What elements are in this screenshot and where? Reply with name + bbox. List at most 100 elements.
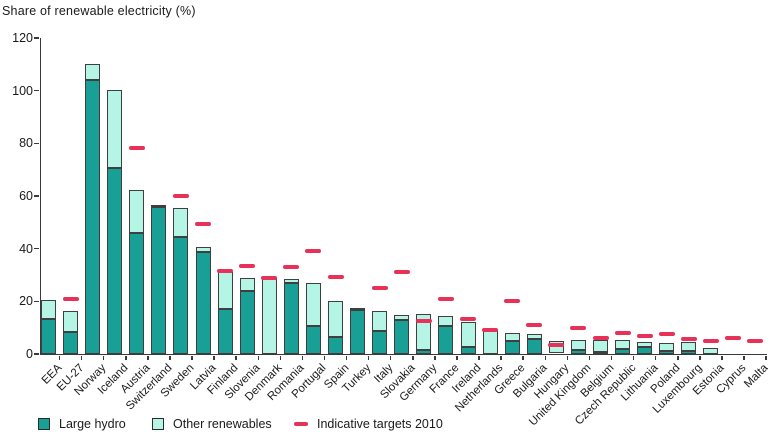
bar-large-hydro-austria bbox=[129, 232, 145, 354]
y-tick-0 bbox=[34, 353, 39, 355]
x-tick-17 bbox=[412, 355, 414, 360]
x-tick-25 bbox=[588, 355, 591, 360]
x-tick-23 bbox=[544, 355, 547, 360]
target-2010-slovakia bbox=[393, 270, 410, 275]
bar-large-hydro-italy bbox=[372, 330, 388, 354]
bar-large-hydro-ireland bbox=[460, 347, 476, 354]
bar-other-renewables-portugal bbox=[305, 283, 321, 326]
x-tick-9 bbox=[235, 355, 237, 360]
bar-large-hydro-switzerland bbox=[151, 206, 167, 354]
y-tick-label-100: 100 bbox=[12, 83, 33, 98]
y-tick-80 bbox=[34, 142, 39, 145]
bar-other-renewables-switzerland bbox=[151, 204, 167, 207]
x-tick-11 bbox=[279, 355, 282, 360]
y-tick-label-80: 80 bbox=[19, 136, 33, 151]
y-tick-20 bbox=[34, 300, 39, 303]
bar-large-hydro-czech-republic bbox=[615, 349, 631, 354]
x-tick-27 bbox=[632, 355, 635, 360]
bar-large-hydro-luxembourg bbox=[681, 351, 697, 354]
bar-large-hydro-united-kingdom bbox=[570, 350, 586, 354]
bar-other-renewables-greece bbox=[504, 333, 520, 342]
bar-other-renewables-spain bbox=[328, 300, 344, 338]
x-label-malta: Malta bbox=[742, 362, 768, 391]
bar-other-renewables-united-kingdom bbox=[570, 340, 586, 351]
y-tick-60 bbox=[34, 195, 39, 197]
bar-other-renewables-france bbox=[438, 315, 454, 326]
target-2010-germany bbox=[415, 319, 432, 324]
x-tick-16 bbox=[389, 355, 392, 360]
bar-large-hydro-norway bbox=[85, 80, 101, 354]
target-2010-spain bbox=[327, 274, 344, 279]
y-tick-label-40: 40 bbox=[19, 241, 33, 256]
target-2010-latvia bbox=[195, 222, 212, 227]
x-tick-32 bbox=[743, 355, 745, 360]
x-tick-1 bbox=[58, 355, 61, 360]
x-tick-12 bbox=[301, 355, 304, 360]
bar-other-renewables-netherlands bbox=[482, 329, 498, 354]
x-tick-24 bbox=[566, 355, 569, 360]
bar-large-hydro-eu-27 bbox=[63, 332, 79, 354]
bar-other-renewables-slovakia bbox=[394, 314, 410, 320]
target-2010-austria bbox=[128, 146, 145, 151]
target-2010-poland bbox=[658, 332, 675, 337]
x-tick-18 bbox=[434, 355, 436, 360]
bar-other-renewables-latvia bbox=[195, 247, 211, 253]
target-2010-denmark bbox=[261, 275, 278, 280]
legend-item-targets: Indicative targets 2010 bbox=[294, 417, 443, 431]
target-2010-estonia bbox=[702, 338, 719, 343]
target-2010-lithuania bbox=[636, 333, 653, 338]
y-tick-label-60: 60 bbox=[19, 189, 33, 203]
x-tick-3 bbox=[102, 355, 105, 360]
bar-large-hydro-finland bbox=[217, 308, 233, 354]
plot-area: 0 20 40 60 80 100 120 EEA EU-27 Norway Iceland Aust… bbox=[12, 31, 768, 428]
x-tick-13 bbox=[323, 355, 326, 360]
bar-other-renewables-sweden bbox=[173, 208, 189, 238]
legend-item-other-renewables: Other renewables bbox=[152, 417, 272, 431]
target-2010-eu-27 bbox=[62, 296, 79, 301]
bar-large-hydro-slovenia bbox=[239, 290, 255, 354]
bar-other-renewables-italy bbox=[372, 311, 388, 331]
bar-other-renewables-estonia bbox=[703, 348, 719, 354]
target-2010-france bbox=[437, 296, 454, 301]
x-tick-28 bbox=[654, 355, 657, 360]
target-2010-belgium bbox=[592, 336, 609, 341]
y-tick-100 bbox=[34, 89, 39, 92]
target-2010-slovenia bbox=[239, 263, 256, 268]
y-tick-label-120: 120 bbox=[12, 31, 33, 45]
legend-label-other-renewables: Other renewables bbox=[173, 417, 272, 431]
legend-label-targets: Indicative targets 2010 bbox=[317, 417, 443, 431]
x-tick-8 bbox=[213, 355, 215, 360]
x-tick-2 bbox=[80, 355, 83, 360]
x-tick-29 bbox=[677, 355, 679, 360]
target-2010-luxembourg bbox=[680, 337, 697, 341]
y-tick-120 bbox=[34, 37, 39, 39]
bar-other-renewables-finland bbox=[217, 272, 233, 309]
x-tick-31 bbox=[721, 355, 723, 360]
target-dash-icon bbox=[294, 422, 308, 426]
bar-other-renewables-slovenia bbox=[239, 278, 255, 291]
target-2010-romania bbox=[283, 265, 300, 270]
x-tick-7 bbox=[191, 355, 193, 360]
bar-large-hydro-portugal bbox=[305, 325, 321, 354]
x-tick-26 bbox=[610, 355, 613, 360]
legend-label-large-hydro: Large hydro bbox=[59, 417, 126, 431]
bar-large-hydro-romania bbox=[283, 283, 299, 354]
x-tick-10 bbox=[257, 355, 259, 360]
target-2010-ireland bbox=[460, 317, 477, 322]
bar-other-renewables-ireland bbox=[460, 321, 476, 348]
bar-large-hydro-latvia bbox=[195, 252, 211, 354]
bar-large-hydro-france bbox=[438, 325, 454, 354]
x-tick-30 bbox=[699, 355, 701, 360]
bar-other-renewables-poland bbox=[659, 342, 675, 352]
y-tick-label-20: 20 bbox=[19, 294, 33, 309]
bar-other-renewables-germany bbox=[416, 314, 432, 351]
y-tick-40 bbox=[34, 247, 39, 250]
other-renewables-swatch-icon bbox=[152, 418, 164, 430]
bar-other-renewables-belgium bbox=[593, 339, 608, 353]
x-tick-14 bbox=[345, 355, 348, 360]
bar-large-hydro-greece bbox=[504, 341, 520, 354]
bar-other-renewables-bulgaria bbox=[526, 333, 542, 339]
bar-large-hydro-poland bbox=[659, 351, 675, 354]
legend: Large hydro Other renewables Indicative … bbox=[0, 415, 768, 437]
